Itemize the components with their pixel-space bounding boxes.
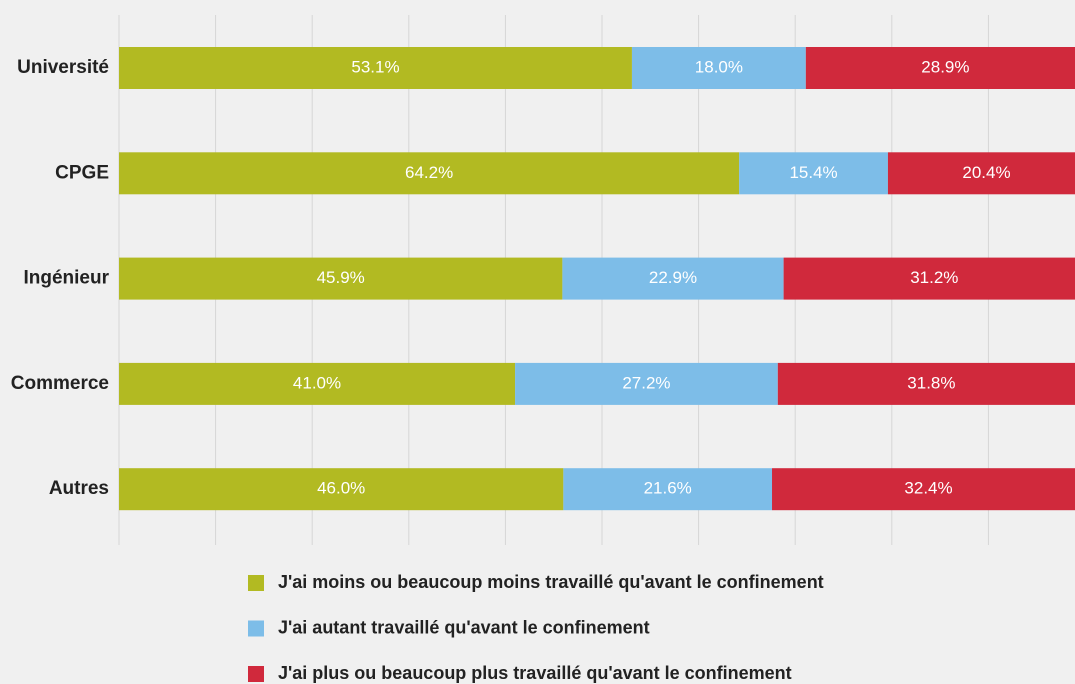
legend-swatch <box>248 666 264 682</box>
value-label: 53.1% <box>351 57 399 76</box>
bar-segment <box>515 362 778 405</box>
bar-segment <box>119 152 740 195</box>
bar-segment <box>805 47 1075 89</box>
bar-segment <box>783 257 1075 300</box>
legend-label: J'ai autant travaillé qu'avant le confin… <box>278 617 650 637</box>
bar-segment <box>119 362 516 405</box>
bar-segment <box>631 47 806 89</box>
bar-segment <box>119 47 632 89</box>
legend-swatch <box>248 575 264 591</box>
bar-segment <box>887 152 1075 195</box>
value-label: 41.0% <box>293 373 341 392</box>
value-label: 45.9% <box>317 268 365 287</box>
category-label: Ingénieur <box>23 268 109 289</box>
legend-swatch <box>248 620 264 637</box>
value-label: 28.9% <box>921 57 969 76</box>
category-label: CPGE <box>55 162 109 183</box>
bar-segment <box>739 152 888 195</box>
category-label: Autres <box>49 478 109 499</box>
value-label: 32.4% <box>904 479 952 498</box>
bar-segment <box>119 468 564 511</box>
value-label: 46.0% <box>317 479 365 498</box>
value-label: 22.9% <box>649 268 697 287</box>
value-label: 27.2% <box>622 373 670 392</box>
bar-segment <box>119 257 563 300</box>
bar-segment <box>772 468 1075 511</box>
value-label: 15.4% <box>789 163 837 182</box>
value-label: 21.6% <box>644 479 692 498</box>
value-label: 31.8% <box>907 373 955 392</box>
legend-label: J'ai plus ou beaucoup plus travaillé qu'… <box>278 663 792 683</box>
value-label: 18.0% <box>695 57 743 76</box>
bar-segment <box>562 257 784 300</box>
value-label: 20.4% <box>962 163 1010 182</box>
legend-label: J'ai moins ou beaucoup moins travaillé q… <box>278 572 824 592</box>
value-label: 64.2% <box>405 163 453 182</box>
bar-segment <box>563 468 773 511</box>
bar-segment <box>777 362 1075 405</box>
category-label: Commerce <box>11 373 109 394</box>
value-label: 31.2% <box>910 268 958 287</box>
category-label: Université <box>17 57 109 78</box>
